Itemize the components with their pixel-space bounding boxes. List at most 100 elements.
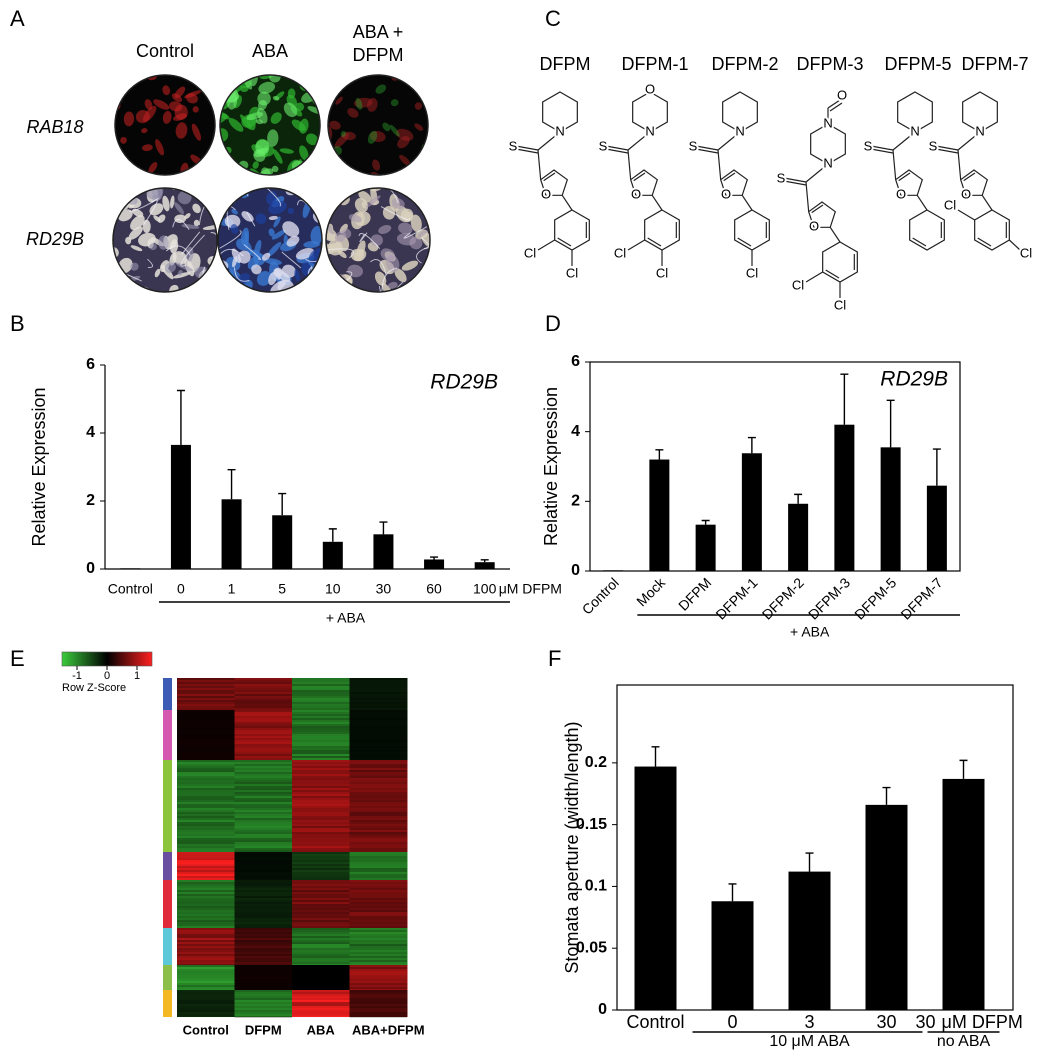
texture: [349, 820, 407, 822]
seedling: [305, 133, 319, 146]
texture: [349, 904, 407, 906]
texture: [234, 832, 292, 834]
texture: [349, 990, 407, 992]
texture: [349, 870, 407, 872]
seedling: [279, 148, 294, 154]
texture: [177, 1012, 235, 1014]
texture: [292, 838, 350, 840]
texture: [292, 932, 350, 934]
bond: [633, 172, 646, 182]
seedling: [149, 243, 157, 251]
texture: [177, 920, 235, 922]
texture: [292, 992, 350, 994]
texture: [349, 836, 407, 838]
texture: [234, 900, 292, 902]
texture: [177, 934, 235, 936]
seedling: [339, 223, 348, 234]
bar: [322, 541, 343, 569]
texture: [349, 822, 407, 824]
texture: [177, 888, 235, 890]
texture: [349, 832, 407, 834]
texture: [177, 954, 235, 956]
texture: [234, 688, 292, 690]
heat-cell: [234, 678, 293, 710]
colorbar-tick-label: 1: [134, 670, 140, 682]
texture: [292, 760, 350, 762]
seedling: [414, 123, 424, 131]
texture: [349, 726, 407, 728]
texture: [292, 762, 350, 764]
root: [416, 241, 430, 264]
texture: [177, 696, 235, 698]
root: [172, 219, 190, 231]
bond: [647, 237, 662, 247]
y-tick-label: 2: [571, 493, 580, 510]
texture: [349, 792, 407, 794]
texture: [177, 910, 235, 912]
texture: [292, 936, 350, 938]
texture: [292, 774, 350, 776]
texture: [177, 818, 235, 820]
bar: [474, 562, 495, 569]
texture: [292, 866, 350, 868]
bar: [649, 459, 670, 571]
texture: [177, 802, 235, 804]
texture: [234, 906, 292, 908]
texture: [177, 898, 235, 900]
texture: [292, 698, 350, 700]
texture: [177, 971, 235, 973]
seedling: [120, 136, 127, 144]
texture: [350, 840, 408, 842]
texture: [292, 690, 350, 692]
y-tick-label: 6: [571, 353, 580, 370]
texture: [177, 838, 235, 840]
texture: [177, 904, 235, 906]
texture: [177, 870, 235, 872]
heat-cell: [292, 852, 350, 880]
error-bar: [701, 519, 710, 525]
texture: [177, 736, 235, 738]
seedling: [272, 95, 280, 101]
texture: [349, 764, 407, 766]
texture: [234, 814, 292, 816]
seedling: [184, 90, 202, 99]
atom-label: S: [689, 138, 698, 153]
seedling: [252, 161, 259, 169]
texture: [349, 1006, 407, 1008]
seedling: [205, 83, 217, 94]
seedling: [174, 214, 187, 224]
bond: [959, 169, 989, 196]
compound-name: DFPM-3: [797, 54, 864, 74]
texture: [234, 969, 292, 971]
heat-cell: [177, 760, 235, 852]
texture: [177, 892, 235, 894]
texture: [292, 776, 350, 778]
bar: [834, 424, 855, 571]
texture: [292, 740, 350, 742]
texture: [292, 874, 350, 876]
texture: [234, 1002, 292, 1004]
seedling: [170, 195, 175, 209]
texture: [349, 680, 407, 682]
texture: [177, 960, 235, 962]
seedling: [401, 260, 419, 271]
root: [281, 251, 302, 269]
texture: [292, 979, 350, 981]
seedling: [315, 267, 322, 284]
bond: [695, 148, 719, 154]
texture: [349, 684, 407, 686]
texture: [177, 874, 235, 876]
seedling: [257, 107, 268, 124]
texture: [234, 848, 292, 850]
texture: [349, 934, 407, 936]
texture: [292, 836, 350, 838]
y-tick-label: 6: [86, 356, 95, 373]
texture: [292, 983, 350, 985]
seedling: [173, 113, 188, 121]
texture: [292, 722, 350, 724]
texture: [349, 736, 407, 738]
panel-letter: C: [545, 6, 561, 31]
seedling: [162, 195, 170, 212]
